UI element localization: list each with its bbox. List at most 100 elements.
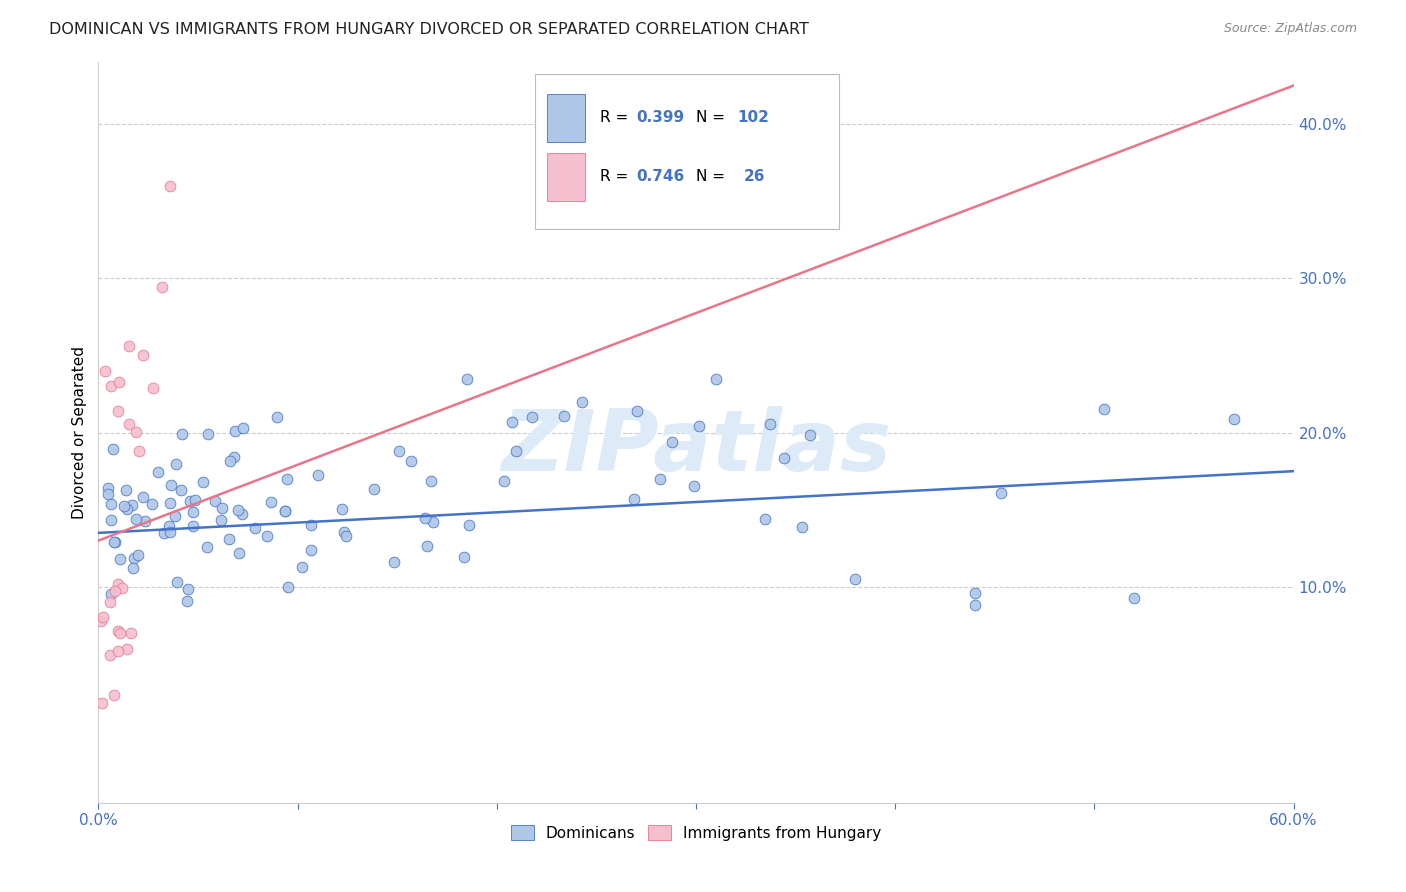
Point xyxy=(299,543,322,558)
Point xyxy=(416,539,439,553)
Point xyxy=(97,481,120,495)
Point xyxy=(963,599,986,613)
Point xyxy=(553,409,575,423)
Point xyxy=(118,339,141,353)
Text: N =: N = xyxy=(696,110,730,125)
Point xyxy=(176,593,198,607)
Point xyxy=(128,444,150,458)
Point xyxy=(157,519,180,533)
Point xyxy=(100,587,122,601)
Point xyxy=(100,497,122,511)
Point xyxy=(179,493,201,508)
Point xyxy=(330,502,353,516)
Point xyxy=(990,486,1012,500)
Text: DOMINICAN VS IMMIGRANTS FROM HUNGARY DIVORCED OR SEPARATED CORRELATION CHART: DOMINICAN VS IMMIGRANTS FROM HUNGARY DIV… xyxy=(49,22,808,37)
Text: ZIPatlas: ZIPatlas xyxy=(501,406,891,489)
Point xyxy=(112,499,135,513)
Point xyxy=(228,503,250,517)
Point xyxy=(117,641,139,656)
Point xyxy=(222,450,245,464)
Point xyxy=(648,472,671,486)
Point xyxy=(159,496,181,510)
Point xyxy=(335,529,357,543)
Point xyxy=(790,520,813,534)
Point xyxy=(125,512,148,526)
Point xyxy=(108,375,131,389)
Point xyxy=(626,404,648,418)
Point xyxy=(232,421,254,435)
Point xyxy=(704,371,727,385)
Point xyxy=(458,518,481,533)
Point xyxy=(153,526,176,541)
Point xyxy=(399,454,422,468)
Bar xyxy=(547,94,585,142)
Point xyxy=(963,586,986,600)
Point xyxy=(97,487,120,501)
Text: Source: ZipAtlas.com: Source: ZipAtlas.com xyxy=(1223,22,1357,36)
Point xyxy=(104,534,127,549)
Point xyxy=(181,505,204,519)
Point xyxy=(159,178,181,193)
FancyBboxPatch shape xyxy=(534,73,839,229)
Point xyxy=(134,514,156,528)
Point xyxy=(131,490,153,504)
Point xyxy=(291,560,314,574)
Point xyxy=(141,497,163,511)
Point xyxy=(218,532,240,546)
Text: R =: R = xyxy=(600,169,634,185)
Point xyxy=(98,595,121,609)
Point xyxy=(224,424,246,438)
Text: 102: 102 xyxy=(738,110,769,125)
Point xyxy=(754,512,776,526)
Point xyxy=(453,550,475,565)
Point xyxy=(274,504,297,518)
Point xyxy=(110,626,132,640)
Point xyxy=(256,529,278,543)
Point xyxy=(492,475,515,489)
Point xyxy=(415,510,437,524)
Point xyxy=(163,508,186,523)
Point xyxy=(505,443,527,458)
Point xyxy=(98,648,121,662)
Point xyxy=(166,575,188,590)
Point xyxy=(115,502,138,516)
Point xyxy=(419,474,441,488)
Point xyxy=(363,482,385,496)
Point xyxy=(177,582,200,597)
Text: 0.399: 0.399 xyxy=(636,110,685,125)
Point xyxy=(94,364,117,378)
Point xyxy=(103,688,125,702)
Point xyxy=(165,458,187,472)
Point xyxy=(218,454,240,468)
Point xyxy=(382,556,405,570)
Point xyxy=(104,583,127,598)
Point xyxy=(266,410,288,425)
Point xyxy=(799,427,821,442)
Point xyxy=(273,504,295,518)
Point xyxy=(114,483,136,497)
Point xyxy=(245,521,267,535)
Point xyxy=(623,491,645,506)
Point xyxy=(571,395,593,409)
Point xyxy=(1092,402,1115,417)
Point xyxy=(501,415,523,429)
Point xyxy=(120,626,142,640)
Point xyxy=(181,518,204,533)
Point xyxy=(184,492,207,507)
Legend: Dominicans, Immigrants from Hungary: Dominicans, Immigrants from Hungary xyxy=(505,819,887,847)
Text: 0.746: 0.746 xyxy=(636,169,685,185)
Point xyxy=(277,580,299,594)
Text: N =: N = xyxy=(696,169,730,185)
Bar xyxy=(547,153,585,201)
Point xyxy=(146,466,169,480)
Point xyxy=(661,434,683,449)
Point xyxy=(100,379,122,393)
Point xyxy=(125,425,148,439)
Point xyxy=(103,534,125,549)
Point xyxy=(260,494,283,508)
Point xyxy=(209,513,232,527)
Point xyxy=(111,582,134,596)
Point xyxy=(688,418,710,433)
Point xyxy=(124,550,146,565)
Point xyxy=(191,475,214,490)
